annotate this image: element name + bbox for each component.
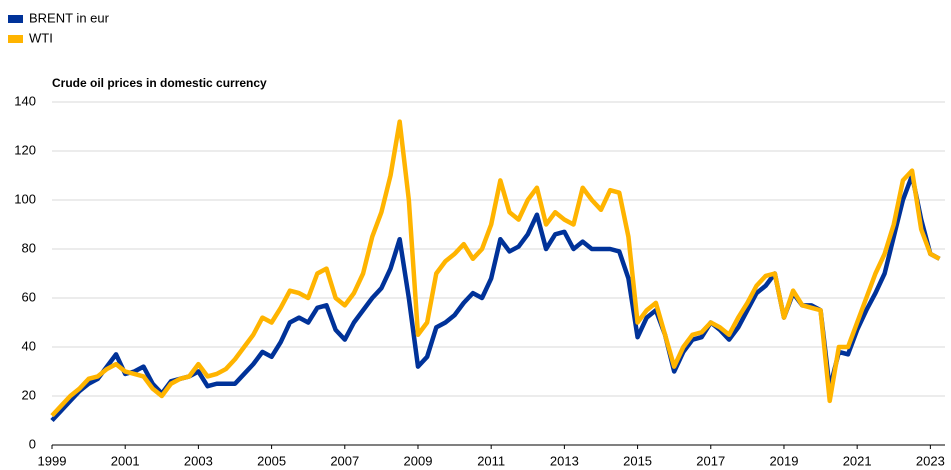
x-tick-label: 2009 (404, 453, 433, 468)
x-tick-label: 1999 (38, 453, 67, 468)
x-tick-label: 2001 (111, 453, 140, 468)
y-tick-label: 40 (22, 338, 36, 353)
x-tick-label: 2003 (184, 453, 213, 468)
y-tick-label: 80 (22, 240, 36, 255)
y-tick-label: 0 (29, 436, 36, 451)
legend-swatch (8, 15, 23, 23)
x-tick-label: 2005 (257, 453, 286, 468)
y-tick-label: 140 (14, 93, 36, 108)
legend-label: BRENT in eur (29, 10, 110, 25)
x-tick-label: 2023 (916, 453, 945, 468)
y-tick-label: 20 (22, 387, 36, 402)
x-tick-label: 2017 (696, 453, 725, 468)
x-tick-label: 2007 (330, 453, 359, 468)
x-tick-label: 2019 (770, 453, 799, 468)
y-tick-label: 120 (14, 142, 36, 157)
x-tick-label: 2011 (477, 453, 505, 468)
x-tick-label: 2021 (843, 453, 872, 468)
chart-title: Crude oil prices in domestic currency (52, 76, 267, 90)
y-tick-label: 60 (22, 289, 36, 304)
x-tick-label: 2015 (623, 453, 652, 468)
y-tick-label: 100 (14, 191, 36, 206)
series-line (50, 119, 941, 418)
x-tick-label: 2013 (550, 453, 579, 468)
legend-swatch (8, 35, 23, 43)
legend-label: WTI (29, 30, 53, 45)
